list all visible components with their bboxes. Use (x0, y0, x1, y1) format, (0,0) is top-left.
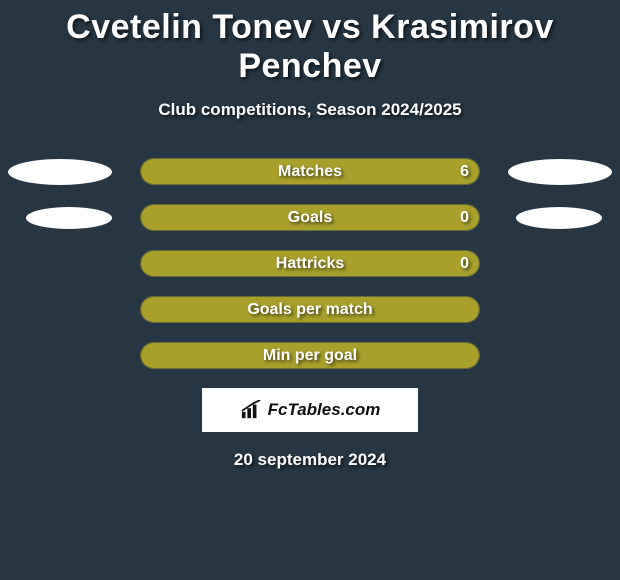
stat-label: Goals per match (247, 301, 372, 319)
stat-row: Goals per match (0, 296, 620, 323)
left-ellipse (26, 207, 112, 229)
stat-label: Goals (288, 209, 332, 227)
stat-bar: Goals per match (140, 296, 480, 323)
stat-row: Min per goal (0, 342, 620, 369)
stat-label: Hattricks (276, 255, 344, 273)
page-title: Cvetelin Tonev vs Krasimirov Penchev (0, 0, 620, 86)
stat-bar: Matches 6 (140, 158, 480, 185)
logo-box: FcTables.com (202, 388, 418, 432)
stat-bar: Min per goal (140, 342, 480, 369)
stats-container: Matches 6 Goals 0 Hattricks 0 Goals per match M… (0, 158, 620, 369)
stat-row: Matches 6 (0, 158, 620, 185)
stat-label: Matches (278, 163, 342, 181)
stat-bar: Goals 0 (140, 204, 480, 231)
stat-bar: Hattricks 0 (140, 250, 480, 277)
left-ellipse (8, 159, 112, 185)
right-ellipse (508, 159, 612, 185)
stat-label: Min per goal (263, 347, 357, 365)
stat-row: Hattricks 0 (0, 250, 620, 277)
stat-value: 6 (460, 163, 469, 181)
subtitle: Club competitions, Season 2024/2025 (0, 100, 620, 120)
logo-text: FcTables.com (268, 400, 381, 420)
stat-row: Goals 0 (0, 204, 620, 231)
stat-value: 0 (460, 209, 469, 227)
chart-icon (240, 400, 262, 420)
right-ellipse (516, 207, 602, 229)
stat-value: 0 (460, 255, 469, 273)
date-text: 20 september 2024 (0, 450, 620, 470)
